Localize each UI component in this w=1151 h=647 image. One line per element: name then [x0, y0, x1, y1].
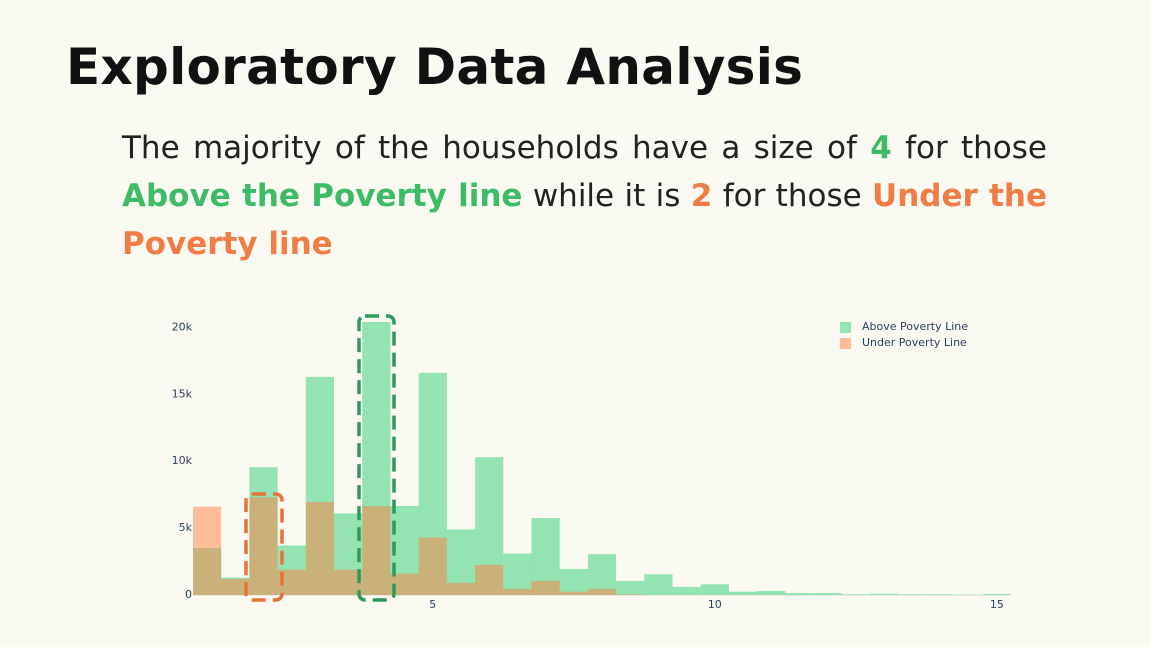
bar: [418, 537, 447, 595]
bar: [841, 594, 870, 595]
x-tick-label: 10: [708, 598, 722, 611]
highlight-box: [244, 492, 284, 602]
x-tick-label: 15: [990, 598, 1004, 611]
bar: [503, 588, 532, 595]
legend-label: Above Poverty Line: [862, 320, 968, 333]
bar: [559, 568, 588, 595]
x-tick-label: 5: [429, 598, 436, 611]
bar: [644, 574, 673, 595]
legend-swatch: [840, 322, 851, 333]
y-tick-label: 10k: [172, 454, 193, 467]
bar: [531, 580, 560, 595]
bar: [728, 591, 758, 595]
bar: [785, 592, 814, 595]
bar: [362, 506, 391, 595]
slide-title: Exploratory Data Analysis: [66, 38, 804, 96]
legend-swatch: [840, 338, 851, 349]
body-text: for those: [712, 178, 873, 214]
bar: [813, 592, 842, 595]
bar: [926, 594, 955, 595]
body-text: for those: [891, 130, 1047, 166]
bar: [475, 564, 504, 595]
bar: [390, 573, 419, 595]
bar: [559, 591, 588, 595]
body-highlight: Above the Poverty line: [122, 178, 523, 214]
bar: [249, 497, 278, 595]
bar: [587, 588, 617, 595]
body-text: while it is: [522, 178, 691, 214]
y-tick-label: 20k: [172, 320, 193, 333]
bar: [221, 578, 250, 595]
body-highlight: 2: [690, 178, 713, 214]
body-text: The majority of the households have a si…: [122, 130, 871, 166]
bar: [672, 586, 701, 595]
bar: [869, 593, 899, 595]
highlight-box: [357, 314, 396, 602]
y-tick-label: 15k: [172, 387, 193, 400]
bar: [757, 590, 786, 595]
y-tick-label: 5k: [179, 521, 193, 534]
body-highlight: Under the Poverty line: [122, 178, 1048, 262]
bar: [503, 553, 532, 595]
bar: [982, 593, 1011, 595]
y-tick-label: 0: [185, 588, 192, 601]
bar: [305, 502, 335, 595]
bar: [446, 582, 476, 595]
bar: [193, 506, 222, 595]
bar: [587, 554, 617, 595]
bar: [616, 580, 645, 595]
bar: [700, 584, 729, 595]
slide-body: The majority of the households have a si…: [122, 124, 1047, 268]
body-highlight: 4: [870, 130, 892, 166]
legend-label: Under Poverty Line: [862, 336, 967, 349]
bar: [898, 594, 927, 595]
bar: [616, 594, 645, 595]
